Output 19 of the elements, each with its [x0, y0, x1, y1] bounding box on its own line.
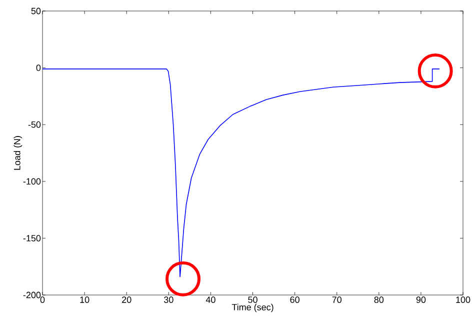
x-tick-label: 90: [416, 296, 426, 303]
x-tick-label: 30: [164, 296, 174, 303]
x-tick-label: 20: [122, 296, 132, 303]
x-tick-label: 60: [290, 296, 300, 303]
y-tick-label: 50: [31, 8, 41, 14]
x-tick-label: 10: [80, 296, 90, 303]
x-tick-label: 80: [374, 296, 384, 303]
x-tick-label: 100: [456, 296, 470, 303]
x-tick-label: 50: [248, 296, 258, 303]
y-axis-title: Load (N): [14, 136, 22, 170]
x-axis-title: Time (sec): [232, 304, 274, 312]
y-tick-label: -100: [23, 178, 41, 185]
y-tick-label: -50: [28, 121, 41, 128]
x-tick-label: 0: [40, 296, 45, 303]
y-tick-label: -150: [23, 235, 41, 242]
y-tick-label: -200: [23, 292, 41, 298]
x-tick-label: 70: [332, 296, 342, 303]
y-tick-label: 0: [36, 64, 41, 71]
x-tick-label: 40: [206, 296, 216, 303]
